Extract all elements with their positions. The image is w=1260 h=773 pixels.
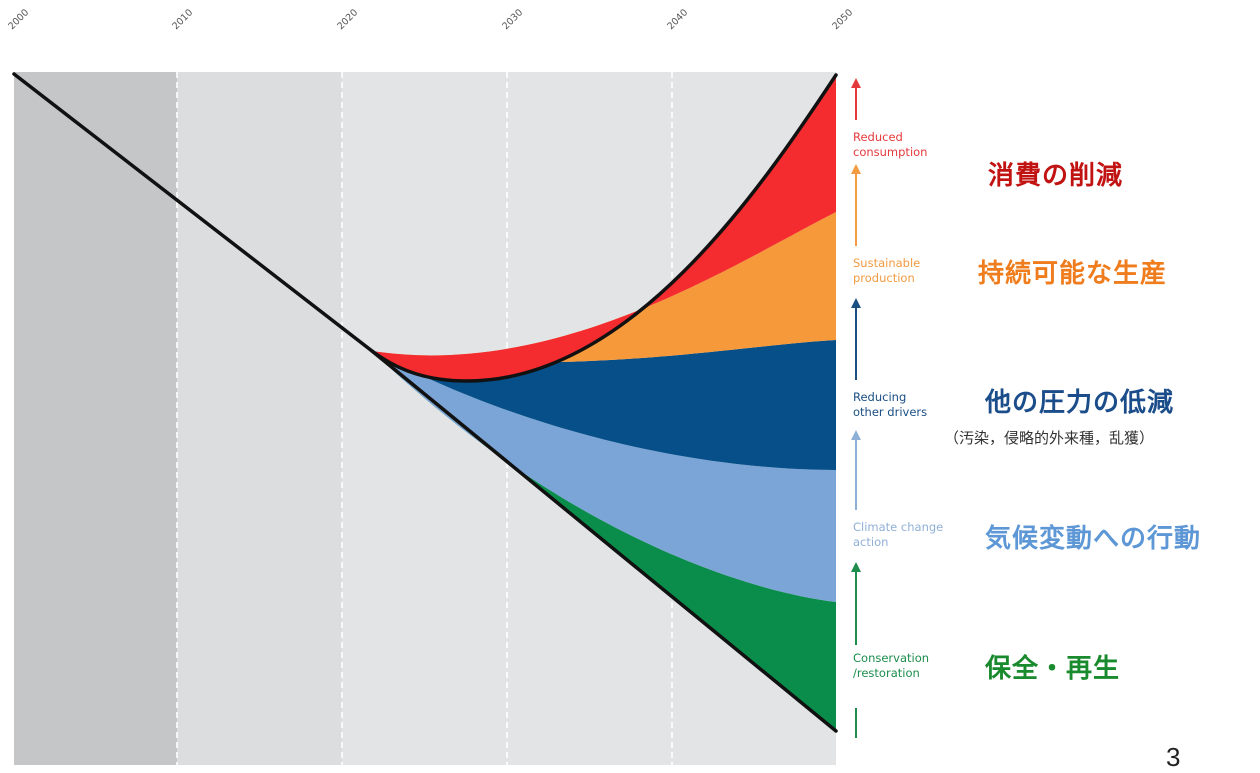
arrow-conservation-restoration [851, 562, 861, 738]
arrow-reduced-consumption [851, 78, 861, 120]
year-axis: 2000 2010 2020 2030 2040 2050 [6, 7, 855, 32]
year-label-2030: 2030 [500, 7, 525, 32]
band-2010-2020 [177, 72, 342, 765]
english-labels: Reduced consumption Sustainable producti… [853, 130, 947, 680]
year-gridlines [176, 72, 673, 765]
wedge-reduced-consumption [372, 75, 836, 381]
year-label-2010: 2010 [170, 7, 195, 32]
page-number: 3 [1166, 742, 1181, 772]
wedge-sustainable-production [372, 212, 836, 363]
year-label-2050: 2050 [830, 7, 855, 32]
baseline-trend-curve [12, 72, 838, 383]
label-en-sustainable-production: Sustainable production [853, 256, 924, 285]
arrow-sustainable-production [851, 164, 861, 246]
year-label-2040: 2040 [665, 7, 690, 32]
label-jp-reduced-consumption: 消費の削減 [988, 161, 1124, 191]
arrow-reducing-other-drivers [851, 298, 861, 380]
label-en-conservation-restoration: Conservation /restoration [853, 651, 933, 680]
label-jp-conservation-restoration: 保全・再生 [985, 654, 1121, 684]
label-en-climate-change-action: Climate change action [853, 520, 947, 549]
label-jp-sustainable-production: 持続可能な生産 [978, 259, 1168, 289]
label-en-reducing-other-drivers: Reducing other drivers [853, 390, 927, 419]
wedge-climate-change-action [372, 351, 836, 602]
action-arrows [851, 78, 861, 738]
label-jp-reducing-other-drivers: 他の圧力の低減 [985, 388, 1175, 418]
label-jp-other-drivers-detail: （汚染，侵略的外来種，乱獲） [944, 429, 1155, 447]
label-jp-climate-change-action: 気候変動への行動 [985, 524, 1202, 554]
band-2000-2010 [14, 72, 177, 765]
business-as-usual-line [370, 349, 838, 733]
arrow-climate-change-action [851, 430, 861, 510]
year-label-2000: 2000 [6, 7, 31, 32]
label-en-reduced-consumption: Reduced consumption [853, 130, 927, 159]
year-label-2020: 2020 [335, 7, 360, 32]
